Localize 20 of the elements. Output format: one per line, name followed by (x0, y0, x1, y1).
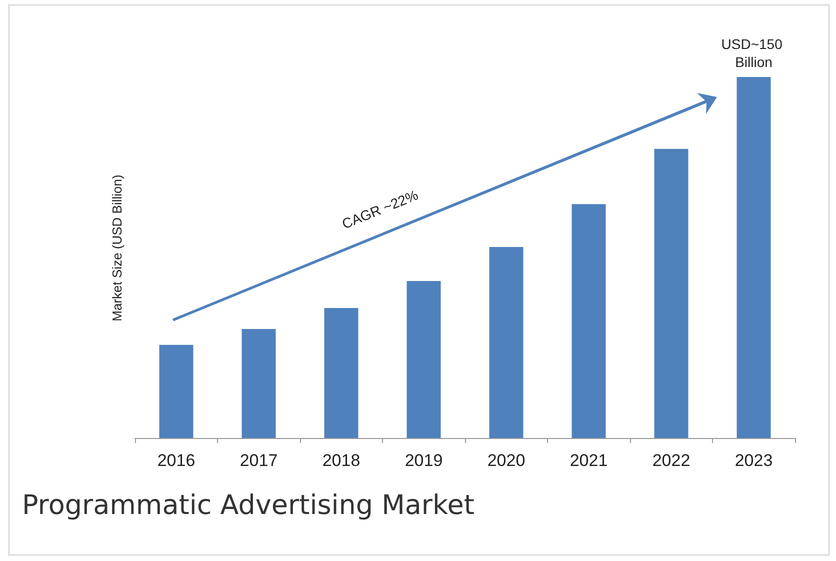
x-tick-label: 2021 (570, 451, 608, 470)
x-tick-label: 2019 (404, 451, 443, 470)
y-axis-title: Market Size (USD Billion) (110, 174, 124, 322)
x-tick-label: 2016 (157, 451, 196, 470)
bar (654, 148, 688, 438)
x-tick-label: 2022 (652, 451, 690, 470)
x-tick-label: 2017 (240, 451, 278, 470)
annotation: CAGR ~22% (340, 186, 420, 232)
annotation: USD~150 Billion (721, 36, 786, 70)
x-tick-label: 2023 (734, 451, 773, 470)
bar (572, 204, 606, 438)
bar (489, 247, 524, 438)
bar (324, 308, 358, 438)
x-tick-label: 2020 (487, 451, 526, 470)
bar (159, 344, 194, 438)
bar (406, 280, 441, 438)
x-tick-label: 2018 (322, 451, 360, 470)
text: Programmatic Advertising Market (22, 490, 474, 521)
bar (242, 328, 276, 438)
bar (736, 77, 771, 438)
